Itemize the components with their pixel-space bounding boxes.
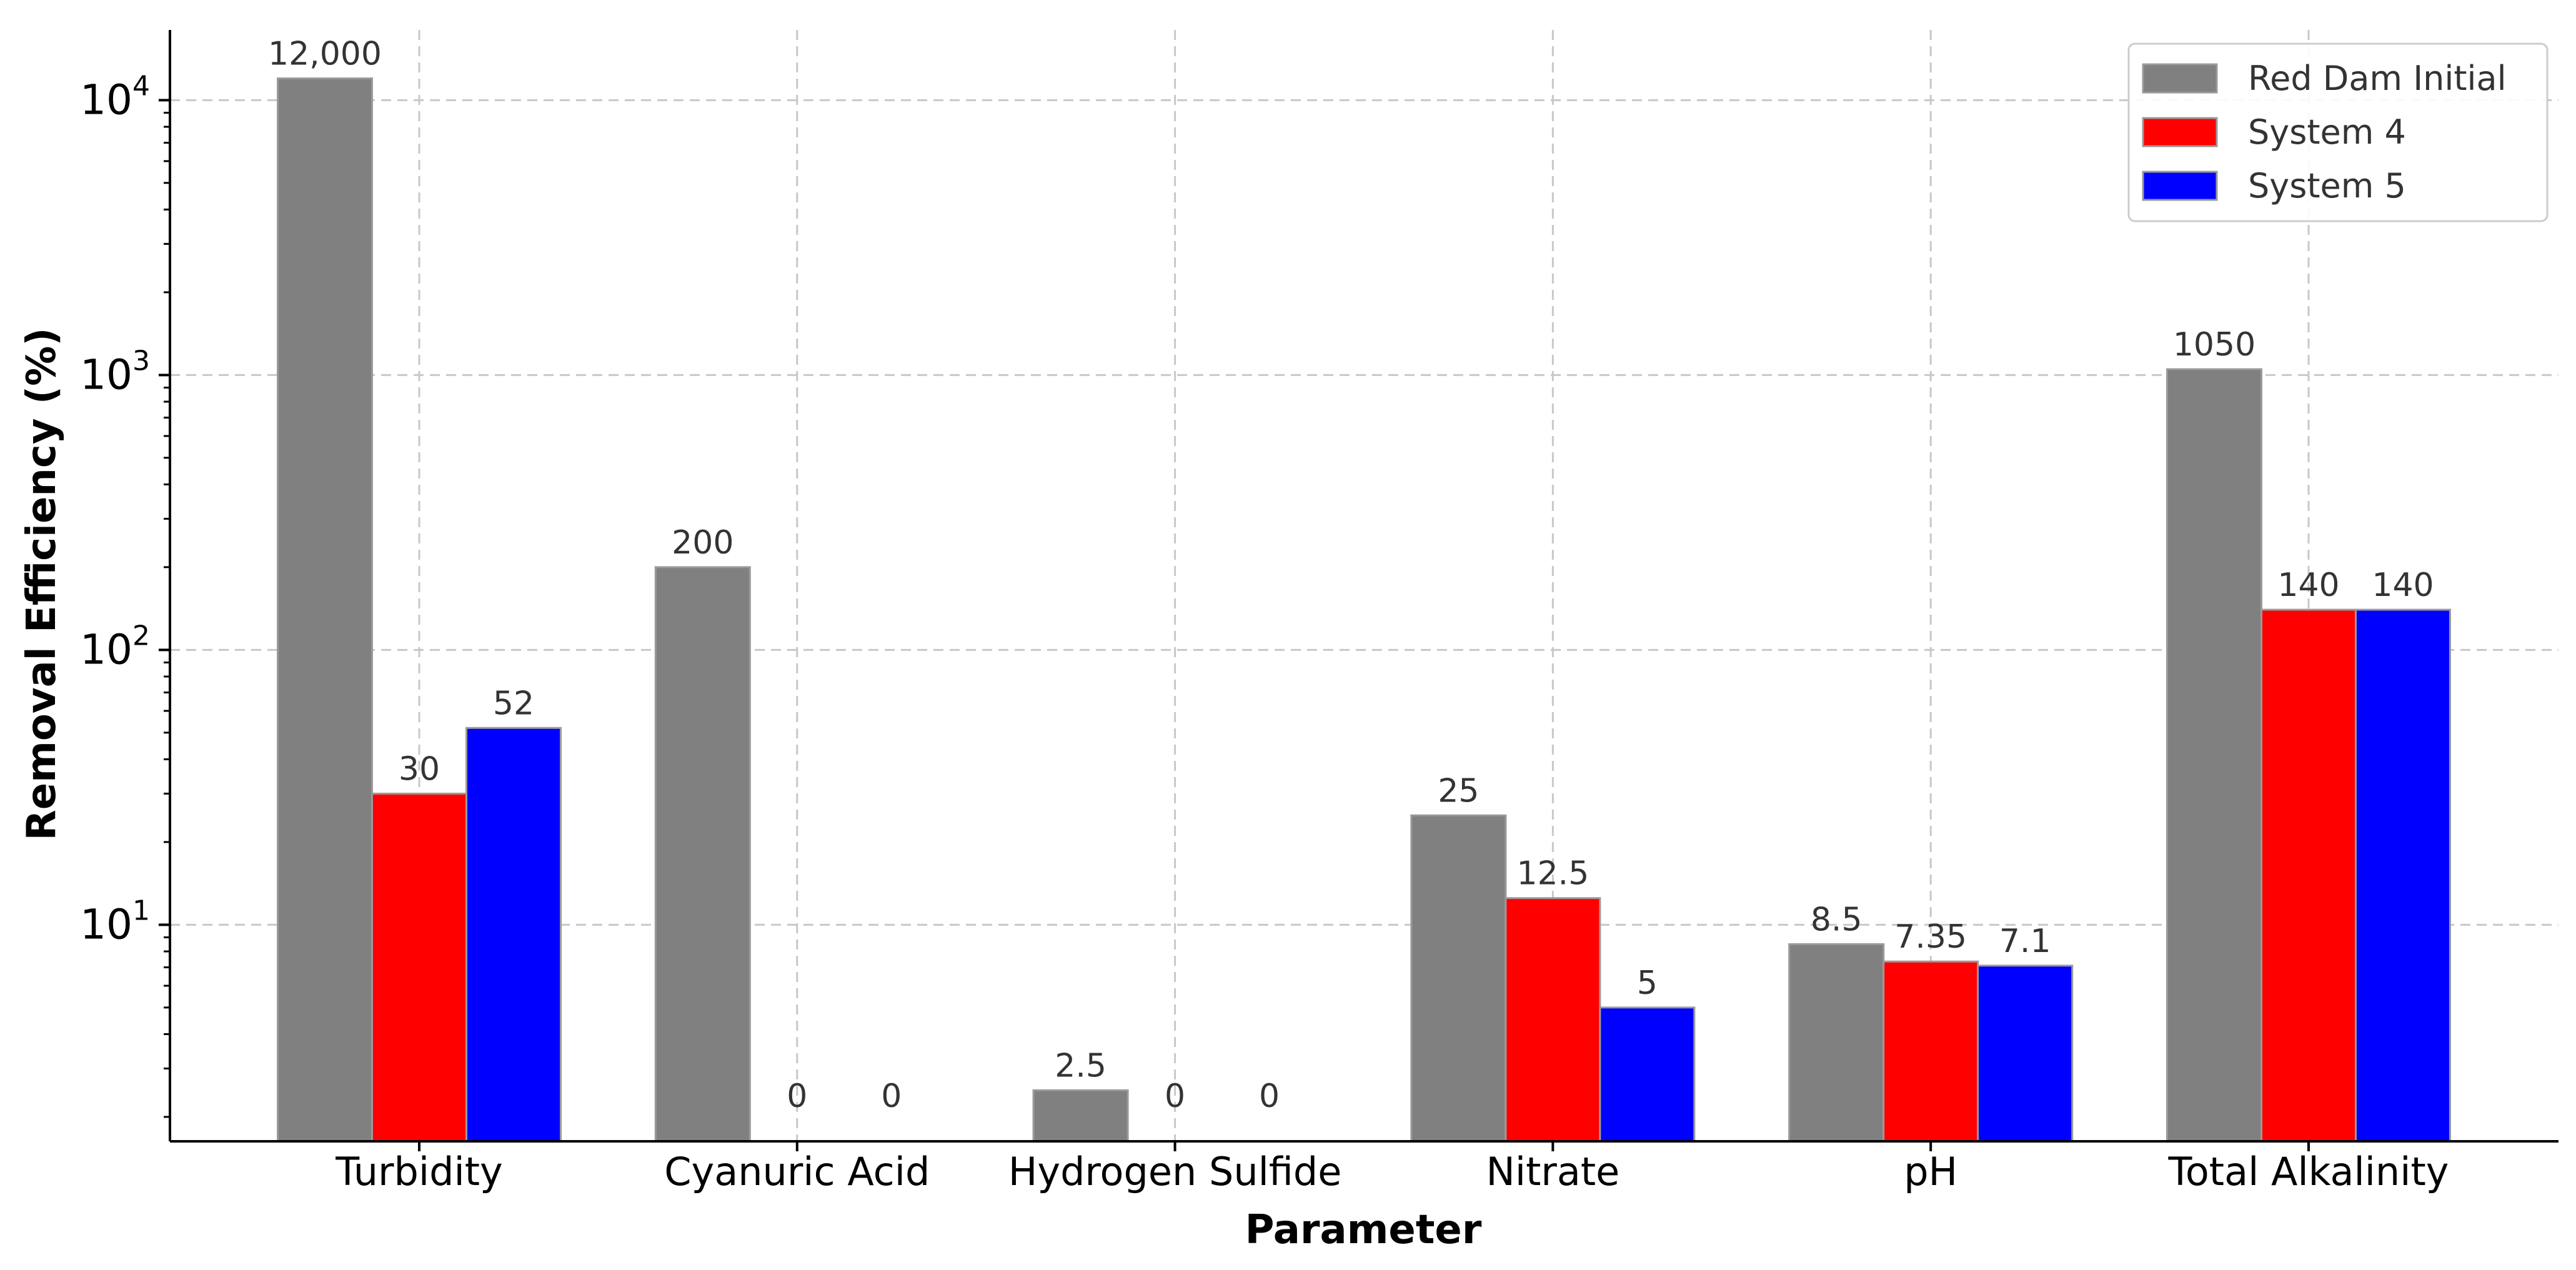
y-tick-exponent: 4 xyxy=(132,70,150,102)
legend-swatch xyxy=(2142,117,2218,147)
data-label: 0 xyxy=(1165,1078,1185,1115)
legend-box xyxy=(2127,42,2549,222)
bar xyxy=(1504,897,1601,1143)
x-tick-label: Nitrate xyxy=(1486,1149,1619,1194)
data-label: 52 xyxy=(493,685,534,722)
bar xyxy=(1977,965,2074,1143)
data-label: 30 xyxy=(399,750,440,788)
x-tick-label: Turbidity xyxy=(335,1149,502,1194)
data-label: 7.1 xyxy=(1999,923,2051,960)
bar xyxy=(277,77,373,1143)
x-axis-title: Parameter xyxy=(1245,1207,1482,1253)
bar xyxy=(2166,368,2262,1143)
bar xyxy=(371,792,467,1143)
data-labels-layer: 12,000 200 2.5 25 8.5 1050 30 0 0 12.5 7.35 140 52 0 0… xyxy=(268,35,2434,1115)
legend-label: Red Dam Initial xyxy=(2248,59,2507,98)
data-label: 7.35 xyxy=(1894,918,1967,956)
data-label: 8.5 xyxy=(1811,901,1862,938)
data-label: 12,000 xyxy=(268,35,382,72)
axes-layer xyxy=(169,30,2559,1143)
x-tick-label: pH xyxy=(1904,1149,1957,1194)
y-tick-base: 10 xyxy=(80,76,132,124)
y-axis-title: Removal Efficiency (%) xyxy=(19,328,65,841)
y-tick-label: 101 xyxy=(80,895,150,948)
bar xyxy=(1032,1089,1129,1143)
bar xyxy=(2260,608,2357,1143)
y-tick-label: 102 xyxy=(80,620,150,673)
y-tick-base: 10 xyxy=(80,900,132,948)
data-label: 0 xyxy=(881,1078,902,1115)
x-tick-label: Cyanuric Acid xyxy=(664,1149,930,1194)
legend-swatch xyxy=(2142,171,2218,201)
y-tick-exponent: 1 xyxy=(132,895,150,926)
legend-label: System 4 xyxy=(2248,112,2406,152)
data-label: 140 xyxy=(2277,567,2339,604)
legend-label: System 5 xyxy=(2248,166,2406,206)
y-tick-base: 10 xyxy=(80,350,132,399)
bar xyxy=(1882,960,1979,1143)
data-label: 5 xyxy=(1637,965,1658,1002)
y-tick-base: 10 xyxy=(80,625,132,673)
data-label: 25 xyxy=(1438,772,1479,810)
data-label: 0 xyxy=(1259,1078,1280,1115)
data-label: 200 xyxy=(672,524,734,562)
y-tick-label: 103 xyxy=(80,345,150,399)
x-tick-label: Hydrogen Sulfide xyxy=(1008,1149,1342,1194)
y-tick-exponent: 2 xyxy=(132,620,150,652)
legend: Red Dam Initial System 4 System 5 xyxy=(2127,42,2549,222)
legend-swatch xyxy=(2142,63,2218,94)
data-label: 1050 xyxy=(2173,326,2255,364)
data-label: 0 xyxy=(787,1078,807,1115)
bar xyxy=(1410,814,1507,1143)
data-label: 12.5 xyxy=(1517,855,1589,893)
bar xyxy=(1599,1006,1696,1143)
x-tick-label: Total Alkalinity xyxy=(2168,1149,2449,1194)
bars-layer xyxy=(277,77,2451,1143)
bar xyxy=(465,727,562,1143)
bar xyxy=(1788,943,1885,1143)
data-label: 140 xyxy=(2372,567,2434,604)
bar xyxy=(2355,608,2451,1143)
y-tick-exponent: 3 xyxy=(132,345,150,377)
bar xyxy=(654,566,751,1143)
y-tick-label: 104 xyxy=(80,70,150,124)
data-label: 2.5 xyxy=(1055,1047,1106,1084)
